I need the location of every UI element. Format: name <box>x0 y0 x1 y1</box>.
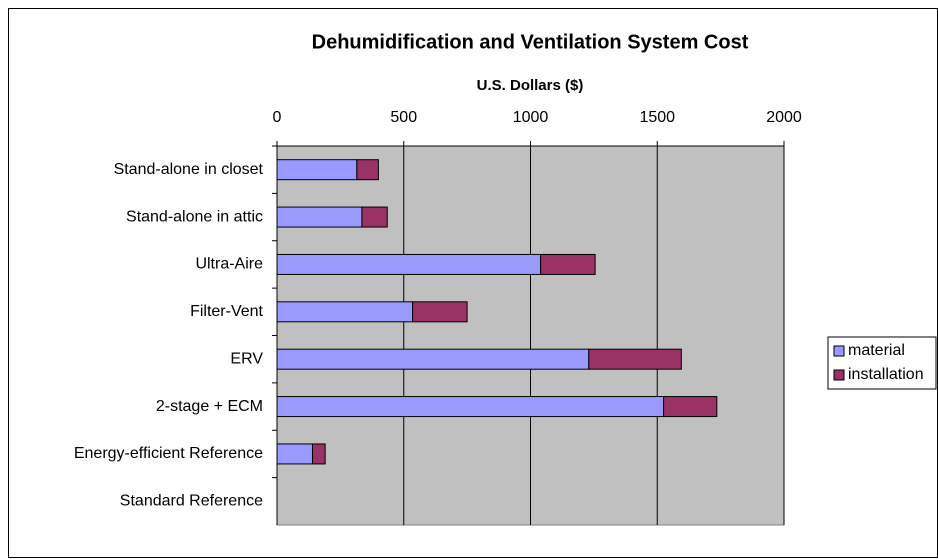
bar <box>276 301 414 323</box>
legend-box <box>827 336 937 390</box>
legend-label: installation <box>848 366 924 383</box>
legend-swatch <box>833 345 845 357</box>
x-tick-label: 2000 <box>766 109 802 126</box>
y-tick-label: Standard Reference <box>120 493 263 510</box>
x-tick-label: 500 <box>390 109 417 126</box>
bar <box>412 301 468 323</box>
bar <box>663 396 718 418</box>
x-tick-label: 1500 <box>639 109 675 126</box>
bar <box>588 348 682 370</box>
bar <box>276 159 358 181</box>
chart-title: Dehumidification and Ventilation System … <box>312 31 749 53</box>
bar <box>276 396 665 418</box>
bar <box>276 206 363 228</box>
bar <box>276 253 542 275</box>
x-tick-label: 1000 <box>513 109 549 126</box>
legend-swatch <box>833 369 845 381</box>
y-tick-label: 2-stage + ECM <box>156 398 263 415</box>
bar <box>361 206 388 228</box>
y-tick-label: ERV <box>230 350 263 367</box>
y-tick-label: Filter-Vent <box>190 303 263 320</box>
x-tick-label: 0 <box>273 109 282 126</box>
y-tick-label: Energy-efficient Reference <box>74 445 263 462</box>
x-axis-title: U.S. Dollars ($) <box>477 77 584 94</box>
bar <box>276 348 590 370</box>
y-tick-label: Stand-alone in closet <box>114 161 264 178</box>
y-tick-label: Ultra-Aire <box>195 256 263 273</box>
bar <box>540 253 596 275</box>
bar <box>356 159 379 181</box>
y-tick-label: Stand-alone in attic <box>126 208 263 225</box>
legend-label: material <box>848 342 905 359</box>
bar <box>276 443 313 465</box>
bar <box>311 443 326 465</box>
